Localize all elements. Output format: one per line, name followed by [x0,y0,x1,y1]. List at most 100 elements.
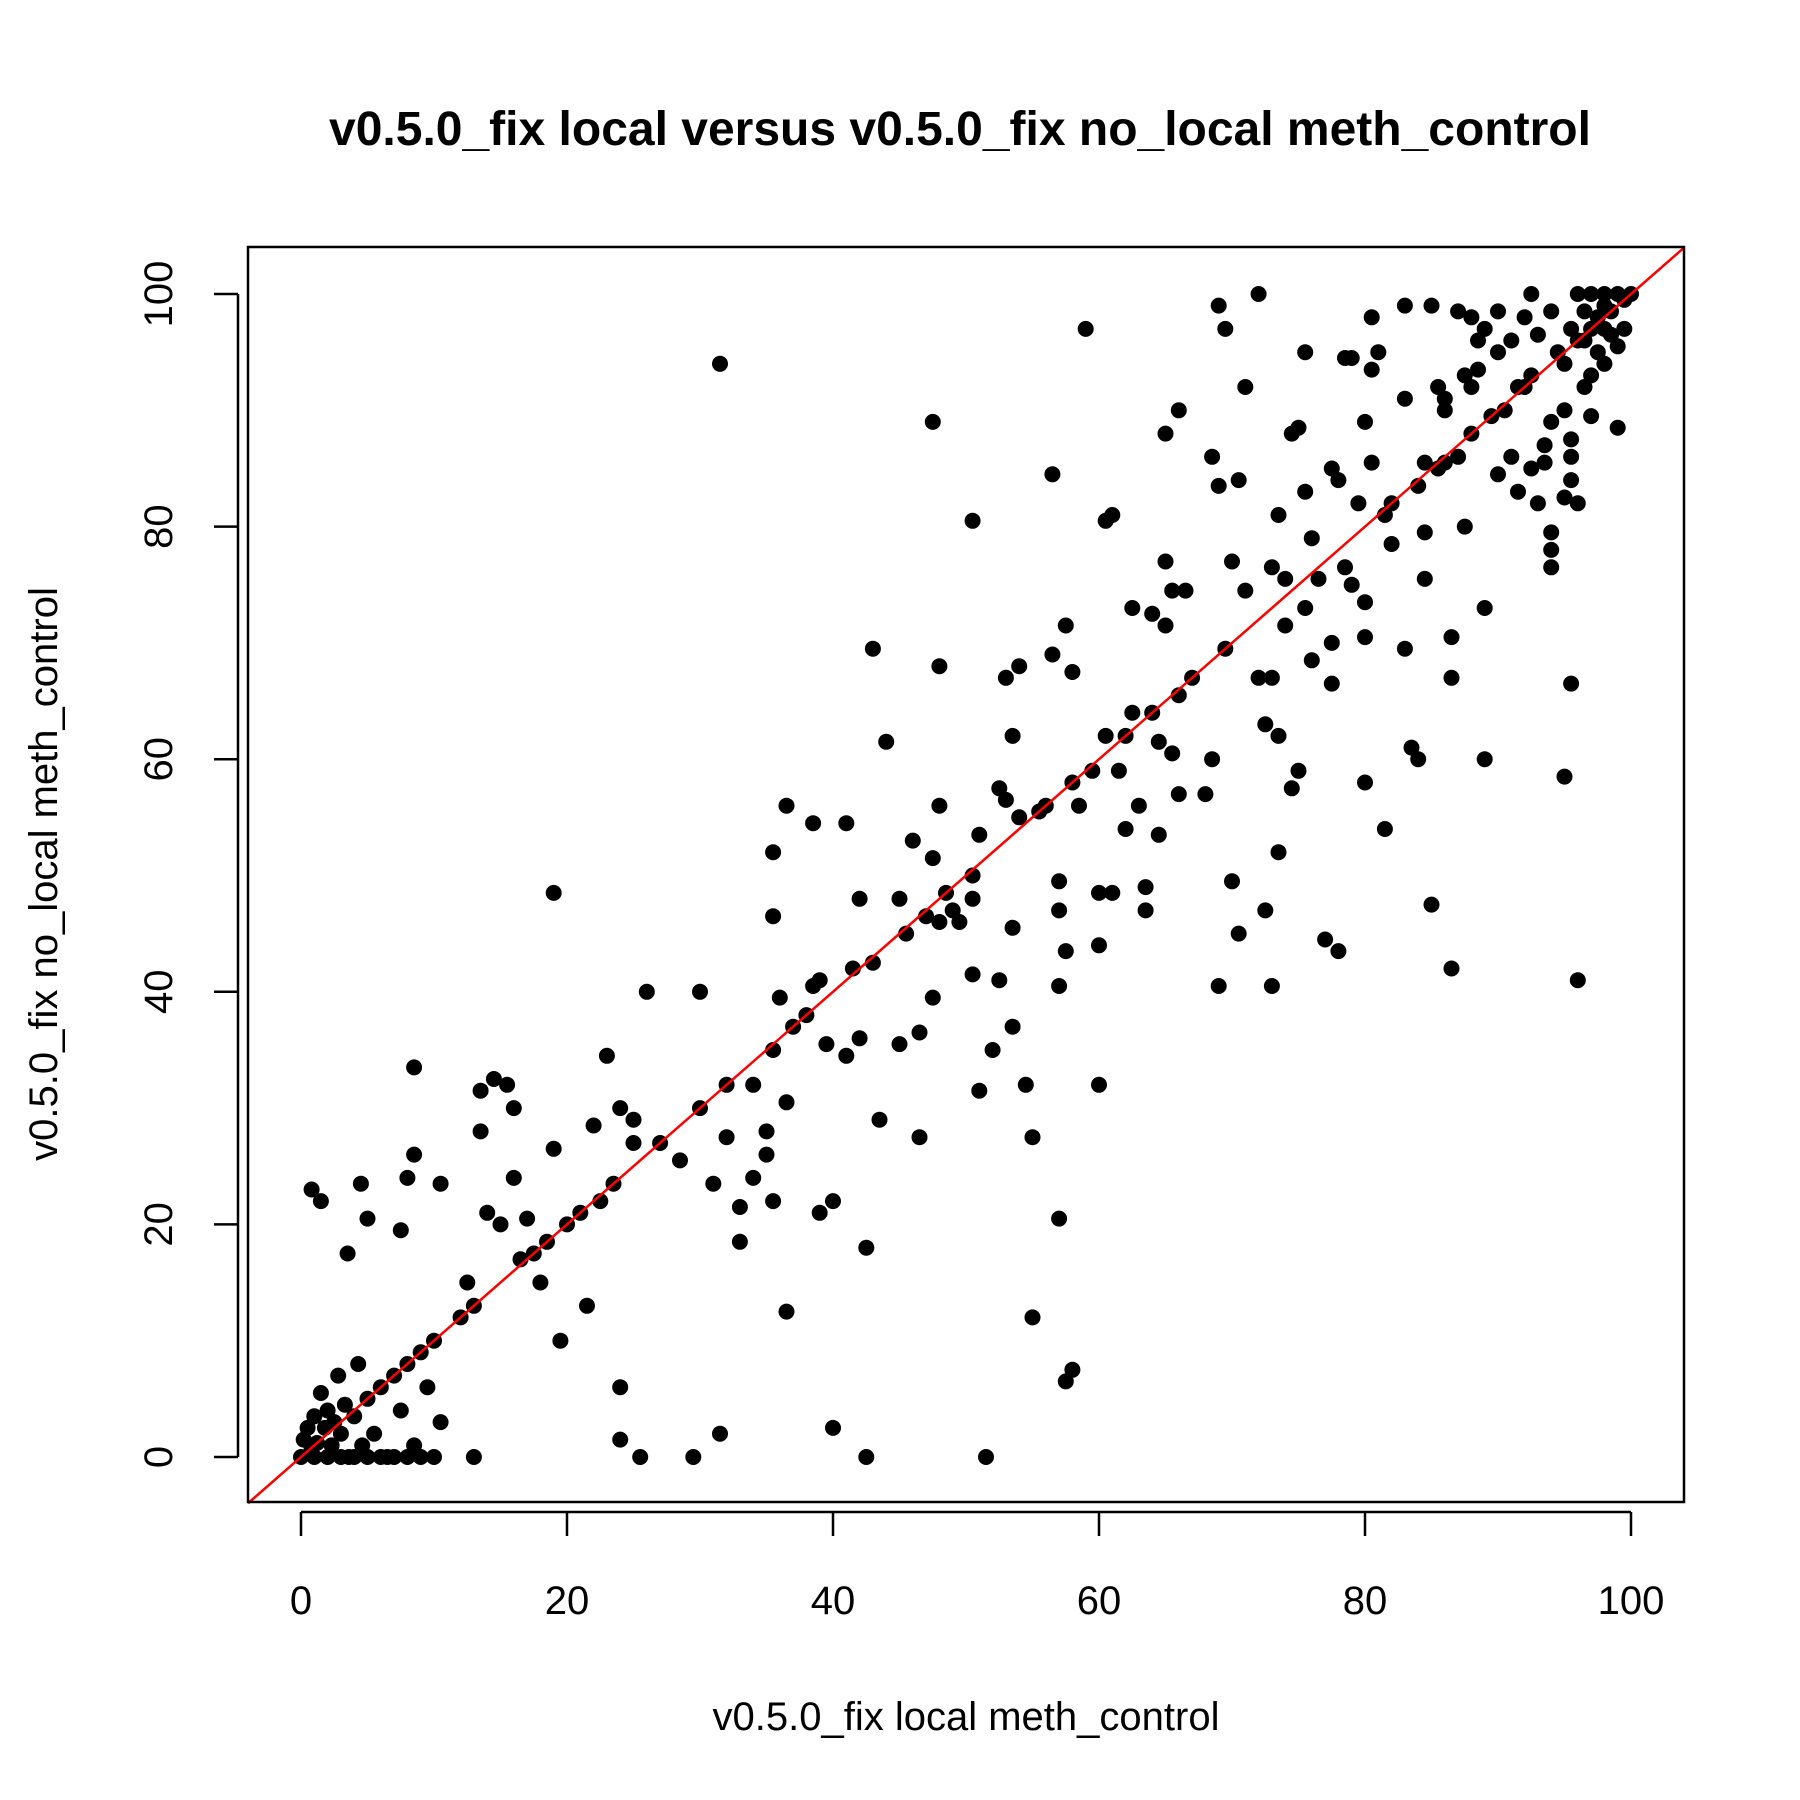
y-tick-label: 0 [137,1446,181,1468]
data-point [340,1246,356,1262]
data-point [1397,298,1413,314]
data-point [965,966,981,982]
data-point [1231,472,1247,488]
data-point [1158,618,1174,634]
data-point [546,1141,562,1157]
data-point [360,1211,376,1227]
data-point [1357,775,1373,791]
data-point [838,1048,854,1064]
data-point [1138,902,1154,918]
data-point [1543,542,1559,558]
data-point [812,972,828,988]
data-point [1171,786,1187,802]
data-point [1490,344,1506,360]
data-point [599,1048,615,1064]
data-point [546,885,562,901]
data-point [1071,798,1087,814]
data-point [745,1077,761,1093]
data-point [519,1211,535,1227]
data-point [1058,943,1074,959]
data-point [971,1083,987,1099]
data-point [1583,408,1599,424]
data-point [406,1059,422,1075]
data-point [1271,844,1287,860]
data-point [479,1205,495,1221]
data-point [1510,484,1526,500]
data-point [865,641,881,657]
data-point [466,1449,482,1465]
data-point [1051,873,1067,889]
data-point [1503,333,1519,349]
data-point [632,1449,648,1465]
data-point [1264,978,1280,994]
data-point [473,1123,489,1139]
data-point [712,1426,728,1442]
data-point [1570,972,1586,988]
data-point [313,1385,329,1401]
data-point [1277,618,1293,634]
y-tick-label: 100 [137,261,181,328]
data-point [1291,763,1307,779]
data-point [985,1042,1001,1058]
data-point [1563,472,1579,488]
data-point [825,1193,841,1209]
data-point [1424,298,1440,314]
data-point [1197,786,1213,802]
data-point [1610,420,1626,436]
data-point [779,1094,795,1110]
data-point [1543,303,1559,319]
data-point [878,734,894,750]
data-point [1477,751,1493,767]
data-point [931,658,947,674]
data-point [692,984,708,1000]
data-point [1610,338,1626,354]
data-point [1131,798,1147,814]
data-point [1317,932,1333,948]
data-point [552,1333,568,1349]
data-point [1537,455,1553,471]
data-point [772,990,788,1006]
data-point [672,1152,688,1168]
data-point [1377,821,1393,837]
data-point [1158,426,1174,442]
data-point [626,1112,642,1128]
data-point [1264,559,1280,575]
data-point [1563,449,1579,465]
data-point [719,1129,735,1145]
data-point [1044,466,1060,482]
data-point [1330,943,1346,959]
data-point [1151,734,1167,750]
data-point [1011,658,1027,674]
data-point [506,1170,522,1186]
data-point [1271,507,1287,523]
data-point [579,1298,595,1314]
data-point [1224,554,1240,570]
data-point [951,914,967,930]
data-point [1444,961,1460,977]
data-point [1370,344,1386,360]
x-tick-label: 0 [290,1579,312,1623]
data-point [965,891,981,907]
data-point [1424,897,1440,913]
data-point [1517,309,1533,325]
data-point [1417,571,1433,587]
data-point [1118,821,1134,837]
data-point [1224,873,1240,889]
data-point [732,1234,748,1250]
data-point [506,1100,522,1116]
data-point [1523,286,1539,302]
data-point [1397,641,1413,657]
data-point [586,1118,602,1134]
data-point [393,1403,409,1419]
data-point [931,798,947,814]
data-point [1025,1129,1041,1145]
data-point [1064,664,1080,680]
data-point [1364,455,1380,471]
data-point [1437,391,1453,407]
data-point [1144,606,1160,622]
data-point [905,833,921,849]
data-point [1357,594,1373,610]
data-point [459,1275,475,1291]
data-point [1264,670,1280,686]
data-point [1557,402,1573,418]
